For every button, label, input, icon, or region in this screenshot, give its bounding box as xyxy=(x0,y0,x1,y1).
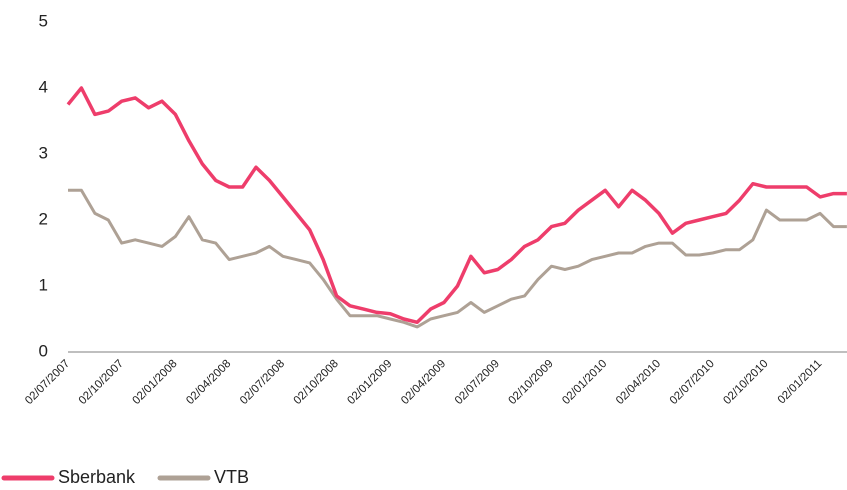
x-tick-label: 02/10/2008 xyxy=(292,358,341,407)
x-tick-label: 02/07/2009 xyxy=(453,358,502,407)
x-tick-label: 02/10/2009 xyxy=(507,358,556,407)
x-tick-label: 02/04/2008 xyxy=(184,358,233,407)
y-tick-label: 1 xyxy=(39,275,48,294)
x-tick-label: 02/04/2009 xyxy=(399,358,448,407)
y-tick-label: 4 xyxy=(39,77,48,96)
legend-label: VTB xyxy=(214,467,249,487)
x-tick-label: 02/07/2007 xyxy=(23,358,72,407)
x-tick-label: 02/07/2010 xyxy=(668,358,717,407)
x-tick-label: 02/01/2008 xyxy=(131,358,180,407)
x-tick-label: 02/01/2009 xyxy=(345,358,394,407)
legend-label: Sberbank xyxy=(58,467,136,487)
y-tick-label: 0 xyxy=(39,341,48,360)
series-line xyxy=(68,188,847,329)
series-line xyxy=(66,86,847,325)
x-tick-label: 02/07/2008 xyxy=(238,358,287,407)
y-tick-label: 5 xyxy=(39,11,48,30)
x-tick-label: 02/04/2010 xyxy=(614,358,663,407)
x-tick-label: 02/10/2007 xyxy=(77,358,126,407)
y-tick-label: 2 xyxy=(39,209,48,228)
x-tick-label: 02/01/2010 xyxy=(560,358,609,407)
y-tick-label: 3 xyxy=(39,143,48,162)
x-tick-label: 02/10/2010 xyxy=(721,358,770,407)
x-tick-label: 02/01/2011 xyxy=(776,358,825,407)
